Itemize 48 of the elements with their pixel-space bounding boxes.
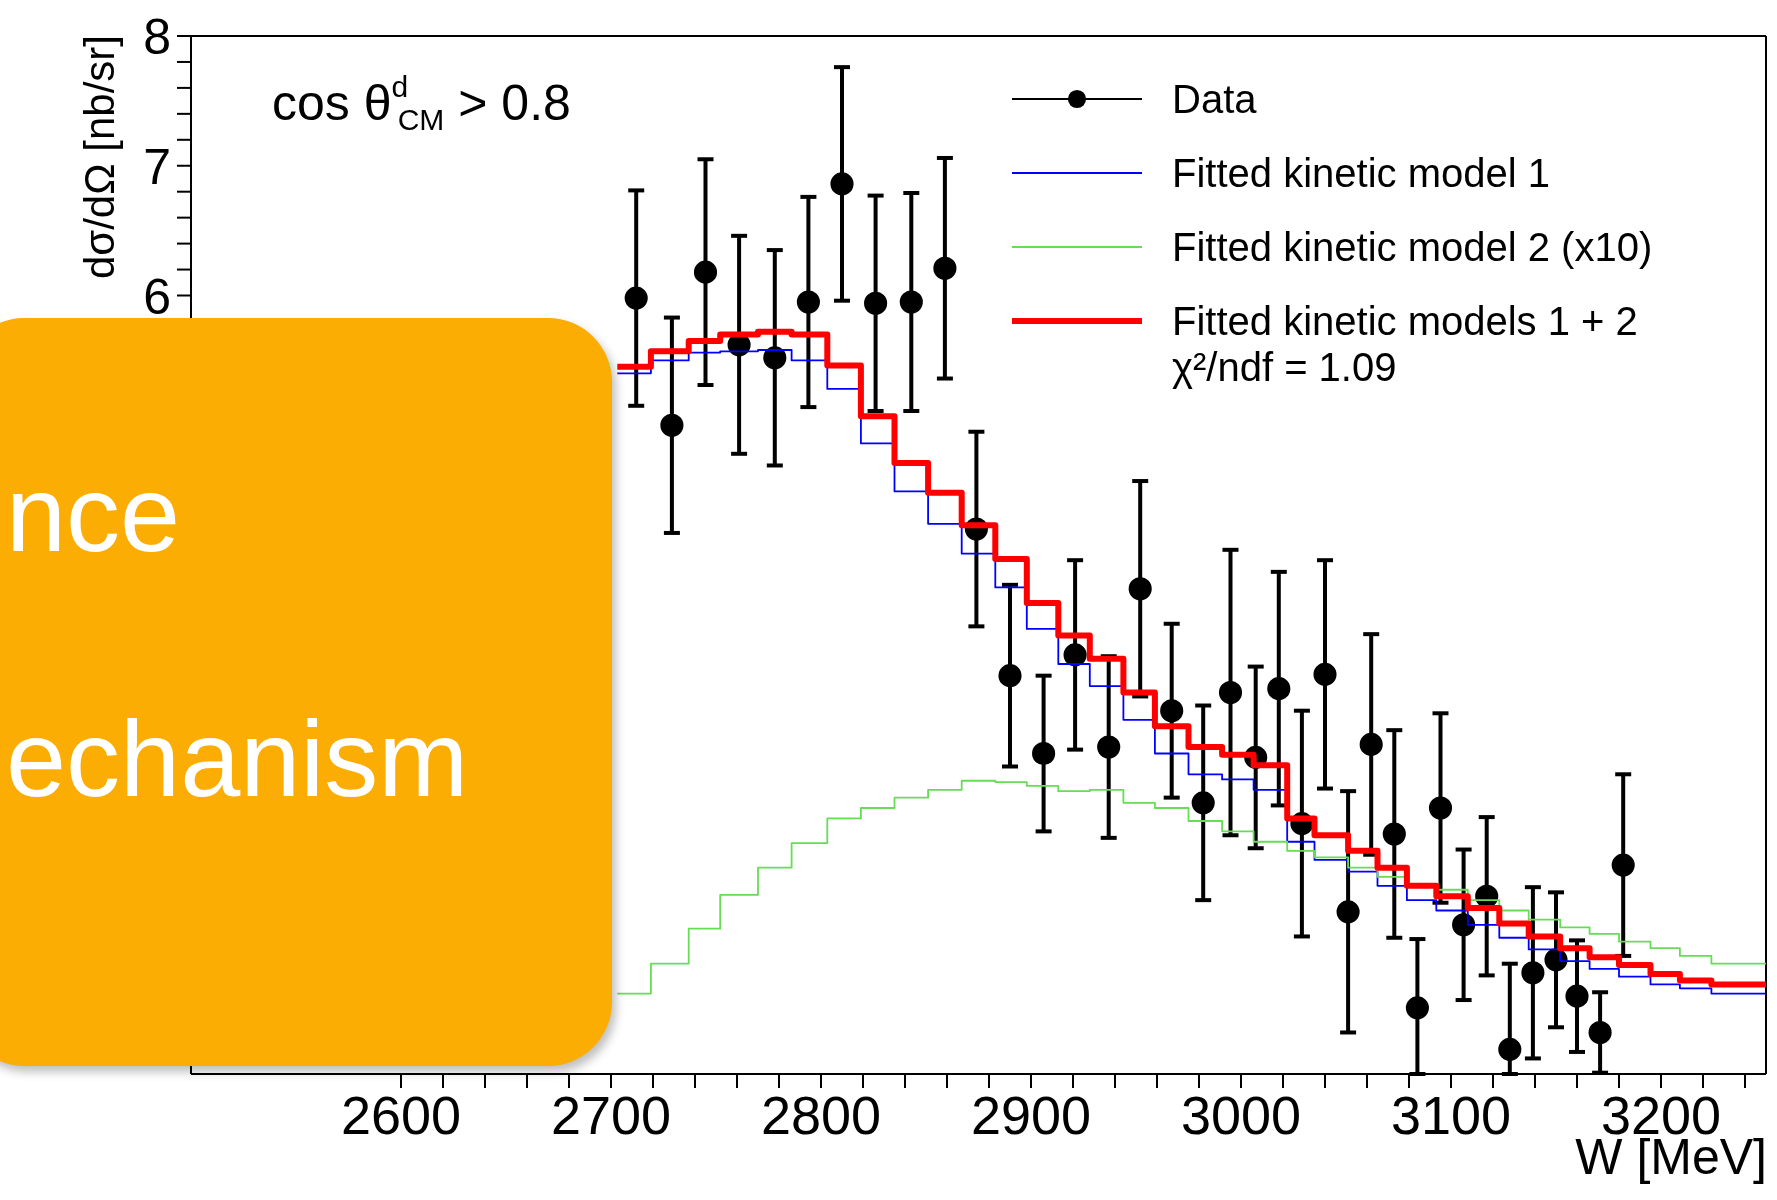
x-tick-label: 3100 [1390,1085,1512,1145]
point [1267,677,1291,701]
point [1359,732,1383,756]
point [1336,900,1360,924]
point [1160,699,1184,723]
x-tick-label: 2900 [970,1085,1092,1145]
point [830,172,854,196]
y-tick-label: 7 [143,138,171,195]
point [899,290,923,314]
annotation: χ²/ndf = 1.09 [1172,345,1397,389]
point [660,413,684,437]
point [933,256,957,280]
point [1428,796,1453,820]
point [1565,984,1589,1008]
y-tick-label: 6 [143,268,171,325]
legend-label: Fitted kinetic model 1 [1172,150,1550,196]
legend-label: Fitted kinetic model 2 (x10) [1172,224,1653,270]
point [796,290,820,314]
point [1521,961,1545,985]
point [1452,913,1476,937]
point [998,664,1022,688]
legend-label: Fitted kinetic models 1 + 2 [1172,298,1638,344]
point [1063,643,1087,667]
x-tick-label: 3000 [1180,1085,1302,1145]
point [864,291,888,315]
point [1032,741,1056,766]
point [1097,735,1121,759]
x-tick-label: 2700 [550,1085,672,1145]
point [1498,1037,1522,1061]
point [1405,996,1429,1020]
x-tick-label: 2600 [340,1085,462,1145]
point [1191,791,1215,815]
x-tick-label: 2800 [760,1085,882,1145]
point [693,260,718,284]
annotation: cos θ$^{d}$$_{CM}$ > 0.8 [272,70,571,136]
point [1382,822,1406,846]
point [1218,681,1243,705]
point [624,286,648,310]
legend-label: Data [1172,76,1257,122]
text: nce [6,453,181,574]
y-axis-title: dσ/dΩ [nb/sr] [76,35,124,280]
point [1128,577,1152,601]
point [1611,853,1635,877]
point [763,346,787,370]
point [1313,662,1337,686]
annotation: echanism [6,698,469,819]
point [1588,1020,1612,1045]
y-tick-label: 8 [143,9,171,65]
